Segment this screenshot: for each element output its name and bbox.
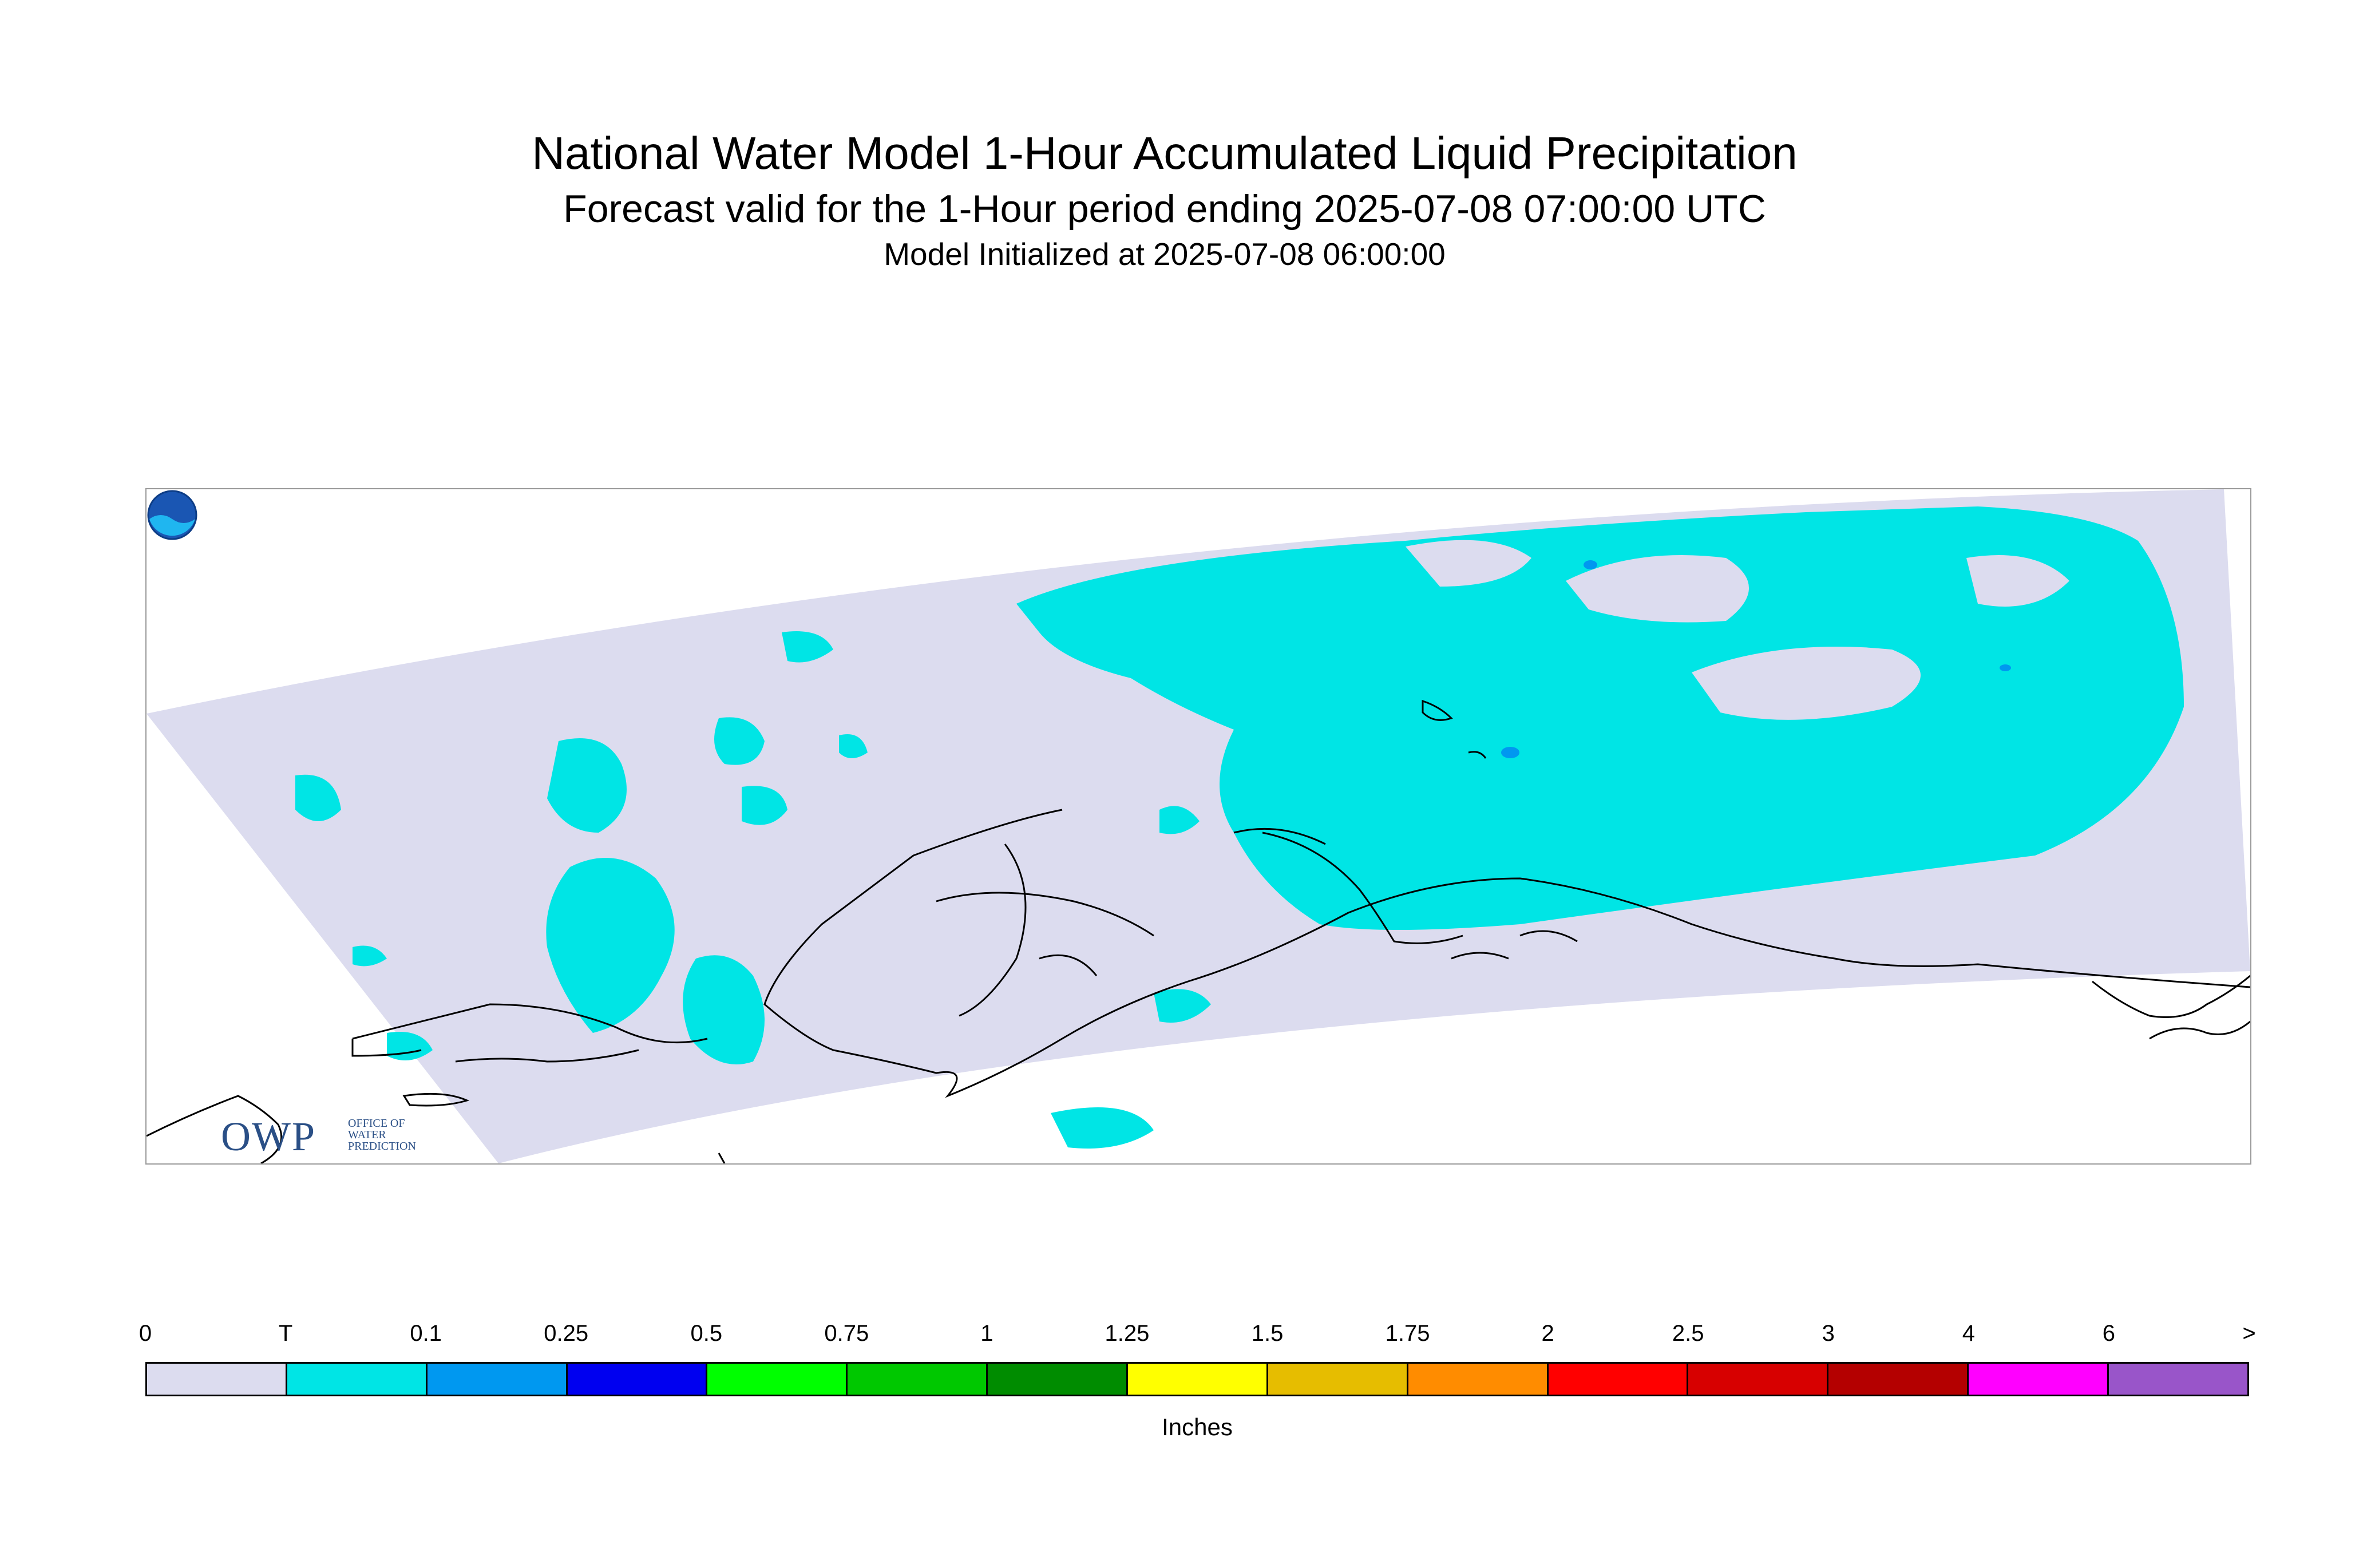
legend-tick-label: 6 — [2102, 1321, 2116, 1346]
legend-color-cell — [287, 1364, 428, 1395]
legend-tick-label: 0.25 — [544, 1321, 589, 1346]
owp-line-2: WATER — [348, 1129, 386, 1141]
legend-color-cell — [427, 1364, 568, 1395]
legend-tick-label: 2.5 — [1672, 1321, 1704, 1346]
precipitation-map — [147, 489, 2250, 1163]
owp-line-3: PREDICTION — [348, 1140, 416, 1153]
legend-color-cell — [1548, 1364, 1689, 1395]
map-title: National Water Model 1-Hour Accumulated … — [532, 128, 1798, 179]
legend-color-cell — [147, 1364, 287, 1395]
owp-line-1: OFFICE OF — [348, 1117, 405, 1130]
legend-tick-label: 2 — [1541, 1321, 1554, 1346]
legend-color-cell — [1828, 1364, 1969, 1395]
legend-color-cell — [2109, 1364, 2247, 1395]
owp-logo: OWP OFFICE OF WATER PREDICTION — [221, 1113, 427, 1159]
model-init-subtitle: Model Initialized at 2025-07-08 06:00:00 — [884, 236, 1446, 272]
legend-color-cell — [1969, 1364, 2109, 1395]
trace-precip-areas — [295, 506, 2184, 1149]
forecast-valid-subtitle: Forecast valid for the 1-Hour period end… — [563, 187, 1766, 231]
legend-tick-label: 0 — [138, 1321, 152, 1346]
legend-color-cell — [567, 1364, 708, 1395]
legend-tick-label: 0.5 — [690, 1321, 723, 1346]
legend-color-cell — [988, 1364, 1129, 1395]
legend-tick-label: 4 — [1962, 1321, 1975, 1346]
noaa-logo — [147, 490, 197, 540]
owp-logo-text: OFFICE OF WATER PREDICTION — [348, 1118, 416, 1152]
legend-tick-label: 1 — [980, 1321, 993, 1346]
precip-color-legend — [145, 1362, 2249, 1396]
legend-color-cell — [1408, 1364, 1549, 1395]
coastline — [147, 699, 2250, 1163]
legend-tick-label: > — [2242, 1321, 2256, 1346]
legend-color-cell — [848, 1364, 988, 1395]
legend-color-cell — [707, 1364, 848, 1395]
legend-units-label: Inches — [1162, 1413, 1233, 1440]
map-panel: OWP OFFICE OF WATER PREDICTION — [145, 488, 2251, 1165]
legend-color-cell — [1268, 1364, 1408, 1395]
owp-logo-mark: OWP — [221, 1114, 316, 1159]
legend-tick-label: 1.5 — [1251, 1321, 1284, 1346]
legend-color-cell — [1688, 1364, 1829, 1395]
legend-color-cell — [1128, 1364, 1268, 1395]
no-precip-holes — [1406, 540, 2069, 720]
legend-tick-label: 0.1 — [410, 1321, 442, 1346]
legend-tick-label: 1.75 — [1385, 1321, 1430, 1346]
legend-tick-label: T — [278, 1321, 293, 1346]
light-precip-spots — [1501, 560, 2011, 758]
legend-tick-label: 0.75 — [824, 1321, 869, 1346]
legend-tick-label: 3 — [1822, 1321, 1835, 1346]
legend-tick-label: 1.25 — [1105, 1321, 1150, 1346]
